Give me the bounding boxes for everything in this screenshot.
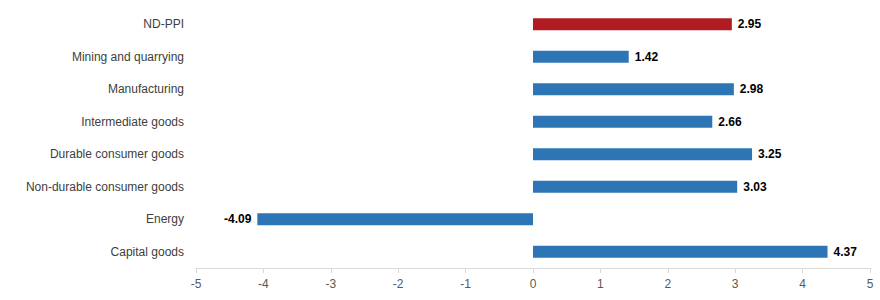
svg-text:2.95: 2.95 (738, 17, 762, 31)
svg-text:4: 4 (799, 277, 806, 291)
svg-text:3.25: 3.25 (758, 147, 782, 161)
svg-text:-3: -3 (325, 277, 336, 291)
svg-text:3: 3 (732, 277, 739, 291)
svg-text:-4: -4 (258, 277, 269, 291)
svg-text:Capital goods: Capital goods (111, 245, 184, 259)
svg-text:2: 2 (664, 277, 671, 291)
svg-text:-1: -1 (460, 277, 471, 291)
svg-text:-5: -5 (191, 277, 202, 291)
svg-text:-4.09: -4.09 (224, 212, 252, 226)
svg-text:Energy: Energy (146, 212, 184, 226)
svg-text:Non-durable consumer goods: Non-durable consumer goods (26, 180, 184, 194)
svg-text:Intermediate goods: Intermediate goods (81, 115, 184, 129)
svg-text:1.42: 1.42 (635, 50, 659, 64)
svg-text:-2: -2 (393, 277, 404, 291)
svg-text:4.37: 4.37 (834, 245, 858, 259)
svg-text:Mining and quarrying: Mining and quarrying (72, 50, 184, 64)
svg-text:Manufacturing: Manufacturing (108, 82, 184, 96)
svg-text:2.66: 2.66 (718, 115, 742, 129)
svg-text:2.98: 2.98 (740, 82, 764, 96)
svg-text:3.03: 3.03 (743, 180, 767, 194)
svg-text:Durable consumer goods: Durable consumer goods (50, 147, 184, 161)
svg-text:5: 5 (867, 277, 874, 291)
svg-text:0: 0 (530, 277, 537, 291)
svg-text:ND-PPI: ND-PPI (143, 17, 184, 31)
svg-text:1: 1 (597, 277, 604, 291)
